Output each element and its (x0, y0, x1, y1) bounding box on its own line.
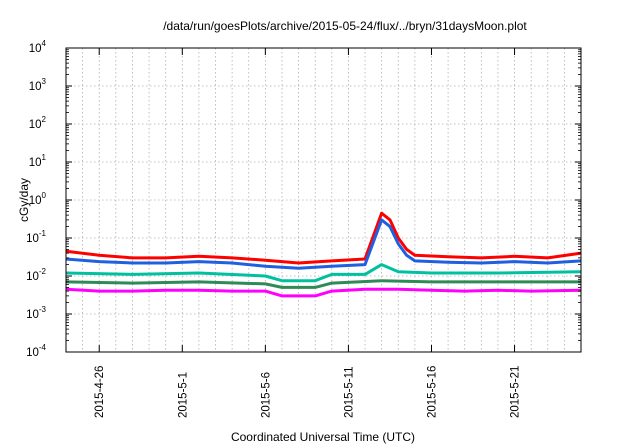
series-line-3 (65, 263, 582, 283)
series-line-2 (65, 218, 582, 270)
x-tick-label: 2015-4-26 (94, 366, 106, 418)
y-tick-exponent: 3 (42, 77, 47, 86)
series-line-1 (65, 211, 582, 265)
y-tick-label: 100 (29, 191, 47, 207)
y-tick-label: 10-1 (26, 229, 46, 245)
grid-lines (66, 48, 581, 352)
x-tick-label: 2015-5-1 (177, 372, 189, 418)
x-axis-label: Coordinated Universal Time (UTC) (231, 430, 415, 444)
y-tick-label: 10-3 (26, 305, 46, 321)
x-tick-label: 2015-5-21 (510, 366, 522, 418)
series-line-4 (65, 279, 581, 289)
x-tick-label: 2015-5-6 (260, 372, 272, 418)
y-tick-label: 104 (29, 39, 47, 55)
y-tick-label: 101 (29, 153, 47, 169)
series-line-5 (65, 287, 582, 298)
y-tick-label: 10-4 (26, 343, 46, 359)
x-tick-label: 2015-5-16 (426, 366, 438, 418)
y-tick-label: 10-2 (26, 267, 46, 283)
y-tick-exponent: 1 (42, 153, 47, 162)
y-tick-label: 102 (29, 115, 47, 131)
chart-title: /data/run/goesPlots/archive/2015-05-24/f… (163, 19, 527, 33)
series-group (65, 211, 582, 298)
y-axis-label: cGy/day (17, 178, 31, 222)
y-tick-exponent: 2 (42, 115, 47, 124)
y-tick-exponent: -2 (39, 267, 47, 276)
y-tick-exponent: -3 (39, 305, 47, 314)
y-tick-exponent: -1 (39, 229, 47, 238)
y-axis-label-group: cGy/day (17, 178, 31, 222)
y-tick-exponent: 0 (42, 191, 47, 200)
x-tick-label: 2015-5-11 (343, 366, 355, 418)
y-tick-exponent: 4 (42, 39, 47, 48)
y-tick-exponent: -4 (39, 343, 47, 352)
y-tick-label: 103 (29, 77, 47, 93)
